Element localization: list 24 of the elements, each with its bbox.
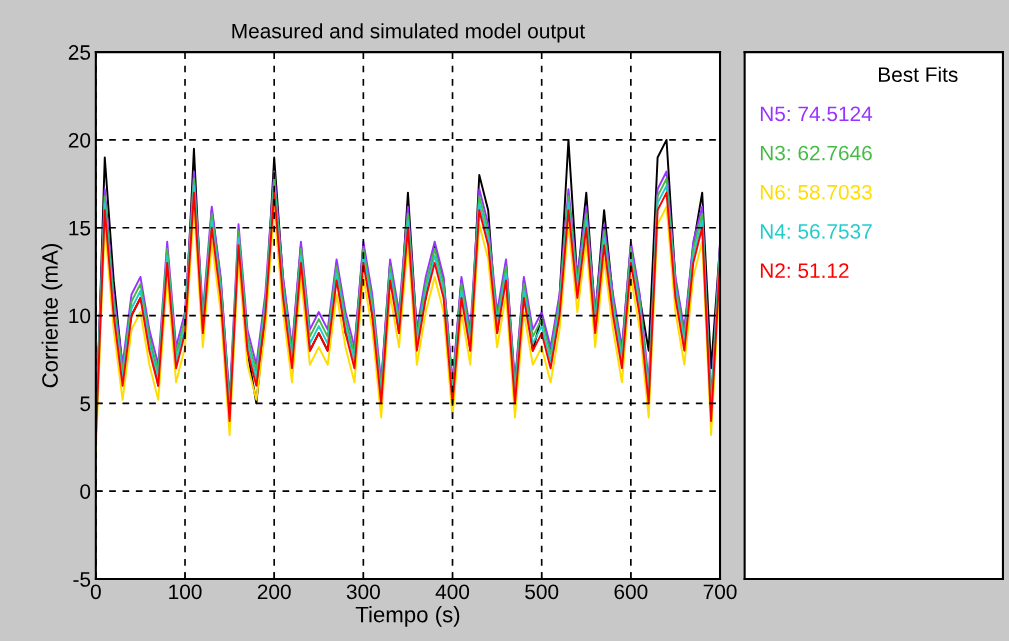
series-label: N2: 51.12: [760, 263, 849, 279]
chart-title: Measured and simulated model output: [232, 23, 585, 43]
y-tick-label: 20: [68, 132, 91, 148]
x-tick-label: 100: [169, 584, 202, 600]
y-tick-label: 0: [80, 484, 91, 499]
x-axis-title: Tiempo (s): [355, 606, 460, 627]
text: N3: 62.7646: [760, 145, 872, 161]
x-tick-label: 400: [435, 584, 470, 600]
x-tick-label: 300: [346, 584, 380, 600]
y-tick-label: 5: [80, 396, 91, 412]
y-axis-title: Corriente (mA): [41, 244, 63, 388]
y-tick-label: 10: [69, 308, 91, 324]
text: N4: 56.7537: [760, 224, 872, 239]
legend-title: Best Fits: [878, 66, 958, 82]
x-tick-label: 700: [703, 584, 737, 600]
x-tick-label: 200: [257, 584, 291, 600]
y-tick-label: 25: [68, 45, 91, 60]
y-tick-label: -5: [73, 572, 91, 587]
text: N5: 74.5124: [760, 106, 873, 122]
text: N6: 58.7033: [760, 184, 872, 200]
y-tick-label: 15: [69, 220, 91, 236]
x-tick-label: 600: [614, 584, 648, 600]
x-tick-label: 500: [525, 584, 559, 600]
x-tick-label: 0: [90, 584, 101, 600]
